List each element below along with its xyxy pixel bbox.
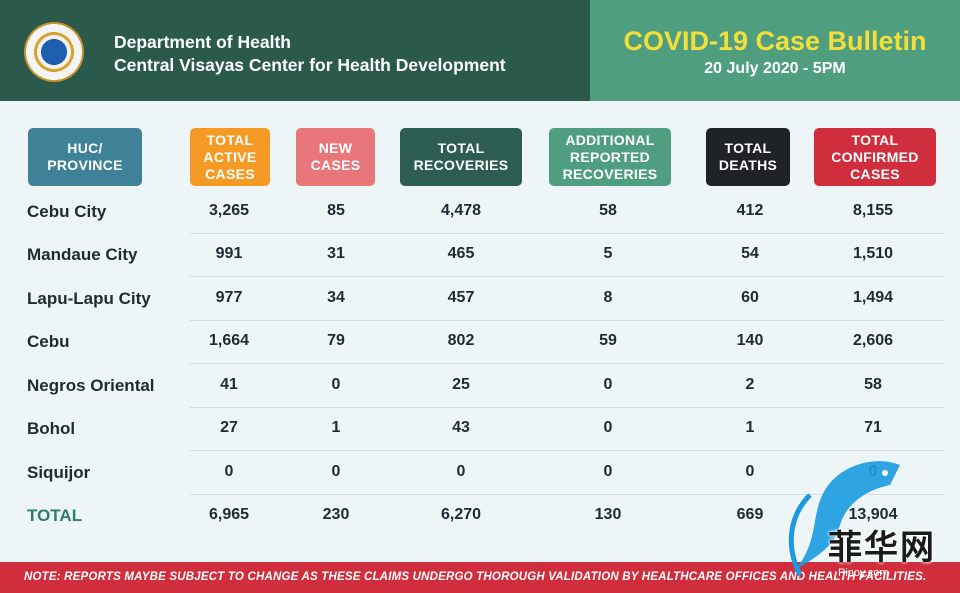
table-cell: 58: [864, 376, 882, 393]
table-cell: 5: [603, 245, 613, 262]
table-cell: 31: [327, 245, 345, 262]
dragon-watermark-icon: [788, 461, 900, 577]
watermark-text: 菲华网: [828, 529, 936, 567]
table-cell: 4,478: [440, 202, 482, 219]
table-cell: 140: [736, 332, 764, 349]
total-row-label: TOTAL: [27, 506, 83, 525]
row-label: Cebu: [27, 332, 70, 351]
table-cell: 8,155: [852, 202, 894, 219]
table-cell: 0: [603, 419, 613, 436]
table-cell: 1,664: [208, 332, 250, 349]
table-cell: 79: [327, 332, 345, 349]
table-cell: 1,494: [852, 289, 894, 306]
table-cell: 0: [456, 463, 466, 480]
column-header-5: TOTAL DEATHS: [706, 128, 790, 186]
table-cell: 1: [745, 419, 755, 436]
row-label: Cebu City: [27, 202, 107, 221]
row-divider: [190, 363, 945, 364]
column-header-6: TOTAL CONFIRMED CASES: [814, 128, 936, 186]
bulletin-date: 20 July 2020 - 5PM: [704, 60, 846, 77]
bulletin-header-panel: [590, 0, 960, 101]
column-header-4: ADDITIONAL REPORTED RECOVERIES: [549, 128, 671, 186]
row-label: Bohol: [27, 419, 76, 438]
row-divider: [190, 233, 945, 234]
table-cell: 60: [741, 289, 759, 306]
table-cell: 25: [452, 376, 470, 393]
column-header-2: NEW CASES: [296, 128, 375, 186]
table-cell: 1,510: [852, 245, 894, 262]
row-divider: [190, 407, 945, 408]
table-cell: 85: [327, 202, 345, 219]
table-cell: 465: [447, 245, 475, 262]
footer-note: NOTE: REPORTS MAYBE SUBJECT TO CHANGE AS…: [0, 562, 960, 593]
doh-seal-logo: [24, 22, 84, 82]
table-cell: 0: [603, 463, 613, 480]
total-cell: 13,904: [848, 506, 898, 523]
center-name: Central Visayas Center for Health Develo…: [114, 55, 506, 75]
table-cell: 3,265: [208, 202, 250, 219]
table-cell: 41: [220, 376, 238, 393]
table-cell: 977: [215, 289, 243, 306]
bulletin-title: COVID-19 Case Bulletin: [623, 26, 927, 56]
column-header-0: HUC/ PROVINCE: [28, 128, 142, 186]
table-cell: 54: [741, 245, 759, 262]
table-cell: 2: [745, 376, 755, 393]
row-divider: [190, 276, 945, 277]
column-header-1: TOTAL ACTIVE CASES: [190, 128, 270, 186]
total-cell: 130: [594, 506, 622, 523]
table-cell: 43: [452, 419, 470, 436]
row-divider: [190, 494, 945, 495]
table-cell: 27: [220, 419, 238, 436]
total-cell: 6,270: [440, 506, 482, 523]
row-divider: [190, 450, 945, 451]
table-cell: 412: [736, 202, 764, 219]
total-cell: 6,965: [208, 506, 250, 523]
table-cell: 0: [224, 463, 234, 480]
table-cell: 0: [331, 463, 341, 480]
table-cell: 59: [599, 332, 617, 349]
total-cell: 230: [322, 506, 350, 523]
table-cell: 802: [447, 332, 475, 349]
watermark-url: Pinoy.com: [838, 567, 889, 579]
row-label: Lapu-Lapu City: [27, 289, 151, 308]
table-cell: 2,606: [852, 332, 894, 349]
row-label: Mandaue City: [27, 245, 138, 264]
table-cell: 0: [745, 463, 755, 480]
row-divider: [190, 320, 945, 321]
row-label: Negros Oriental: [27, 376, 155, 395]
table-cell: 1: [331, 419, 341, 436]
table-cell: 0: [331, 376, 341, 393]
table-cell: 0: [603, 376, 613, 393]
table-cell: 58: [599, 202, 617, 219]
row-label: Siquijor: [27, 463, 91, 482]
total-cell: 669: [736, 506, 764, 523]
column-header-3: TOTAL RECOVERIES: [400, 128, 522, 186]
table-cell: 71: [864, 419, 882, 436]
table-cell: 8: [603, 289, 613, 306]
table-cell: 457: [447, 289, 475, 306]
table-cell: 991: [215, 245, 243, 262]
table-cell: 34: [327, 289, 345, 306]
department-name: Department of Health: [114, 32, 291, 52]
department-title: Department of Health Central Visayas Cen…: [114, 31, 506, 77]
